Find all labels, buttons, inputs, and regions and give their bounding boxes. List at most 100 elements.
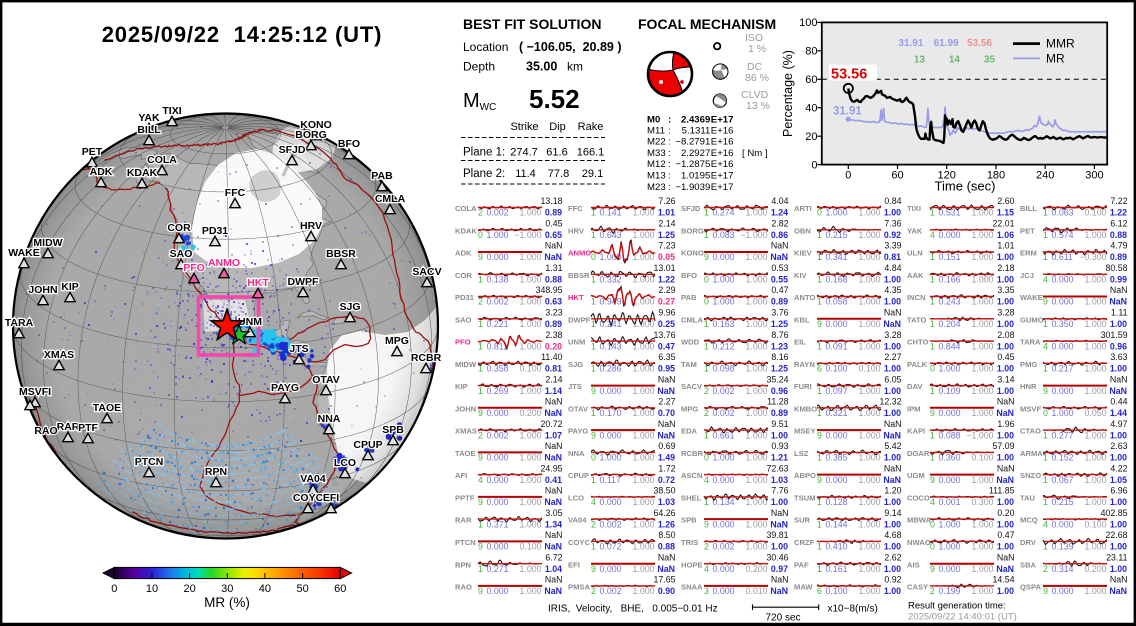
svg-text:0.000: 0.000: [826, 430, 848, 440]
svg-text:1.00: 1.00: [884, 275, 901, 285]
svg-text:23.11: 23.11: [1106, 552, 1127, 562]
svg-text:PD31: PD31: [455, 293, 475, 302]
svg-text:−1.9039: −1.9039: [675, 182, 710, 193]
svg-text:3.05: 3.05: [545, 508, 562, 518]
svg-text:1: 1: [930, 453, 935, 463]
svg-text:7.26: 7.26: [658, 196, 675, 206]
svg-text:1.000: 1.000: [745, 408, 767, 418]
svg-text:13.76: 13.76: [653, 330, 675, 340]
svg-text:0.000: 0.000: [939, 564, 961, 574]
svg-text:6.96: 6.96: [1110, 486, 1127, 496]
svg-text:MIDW: MIDW: [455, 360, 477, 369]
svg-text:NaN: NaN: [1110, 285, 1128, 295]
svg-text:61.99: 61.99: [934, 38, 959, 49]
svg-text:0.81: 0.81: [545, 364, 562, 374]
svg-text:1.000: 1.000: [713, 453, 735, 463]
svg-text:1.00: 1.00: [1110, 542, 1127, 552]
svg-text:0: 0: [930, 542, 935, 552]
svg-text:0.002: 0.002: [713, 542, 735, 552]
svg-text:166.1: 166.1: [577, 147, 605, 159]
svg-text:1.00: 1.00: [884, 364, 901, 374]
svg-text:0.002: 0.002: [600, 519, 622, 529]
svg-text:31.91: 31.91: [833, 106, 862, 118]
svg-text:2.63: 2.63: [1110, 441, 1127, 451]
svg-text:KIP: KIP: [455, 382, 468, 391]
svg-text:0.243: 0.243: [939, 297, 961, 307]
svg-text:13: 13: [914, 55, 926, 66]
svg-text:NaN: NaN: [770, 519, 788, 529]
svg-text:0.002: 0.002: [487, 297, 509, 307]
svg-text:35: 35: [984, 55, 996, 66]
svg-text:E+16: E+16: [711, 148, 734, 159]
svg-text:TIXI: TIXI: [162, 105, 181, 117]
svg-text:40: 40: [805, 103, 817, 115]
svg-text:LCO: LCO: [334, 457, 356, 469]
svg-text:ULN: ULN: [907, 249, 923, 258]
svg-text::: :: [668, 114, 671, 125]
svg-text:1.000: 1.000: [1084, 430, 1106, 440]
svg-text:1.000: 1.000: [1084, 319, 1106, 329]
svg-text:1.000: 1.000: [858, 386, 880, 396]
svg-text:29.1: 29.1: [582, 168, 603, 180]
svg-text:PET: PET: [82, 146, 103, 158]
svg-text::: :: [668, 182, 671, 193]
svg-text:10: 10: [146, 583, 158, 595]
svg-text:1: 1: [930, 430, 935, 440]
svg-text:1.20: 1.20: [884, 486, 901, 496]
svg-text:1.00: 1.00: [884, 564, 901, 574]
svg-text:0.152: 0.152: [1052, 453, 1074, 463]
svg-text:2: 2: [591, 586, 596, 596]
svg-text:1.07: 1.07: [545, 430, 562, 440]
svg-text:2: 2: [704, 386, 709, 396]
svg-text:1.000: 1.000: [971, 230, 993, 240]
svg-text:KAPI: KAPI: [907, 427, 925, 436]
svg-text:RAO: RAO: [34, 425, 57, 437]
svg-text:DWPF: DWPF: [568, 315, 591, 324]
svg-text:FFC: FFC: [225, 187, 246, 199]
svg-text:0.166: 0.166: [939, 275, 961, 285]
svg-text:9.51: 9.51: [771, 419, 788, 429]
svg-text:MR: MR: [1046, 51, 1065, 65]
svg-text:XMAS: XMAS: [455, 427, 477, 436]
svg-text:PMG: PMG: [1020, 360, 1037, 369]
svg-text:0.55: 0.55: [771, 275, 788, 285]
svg-text::: :: [668, 171, 671, 182]
svg-text:0.97: 0.97: [771, 564, 788, 574]
svg-text:1.000: 1.000: [745, 319, 767, 329]
svg-text:1.00: 1.00: [884, 341, 901, 351]
svg-text:1: 1: [591, 542, 596, 552]
svg-text:1.31: 1.31: [545, 263, 562, 273]
svg-text:0.109: 0.109: [939, 386, 961, 396]
svg-text:0.25: 0.25: [658, 319, 675, 329]
svg-text:NNA: NNA: [318, 413, 341, 425]
svg-text:1.000: 1.000: [1084, 386, 1106, 396]
svg-text:61.6: 61.6: [546, 147, 567, 159]
svg-text:1.22: 1.22: [658, 275, 675, 285]
svg-text:2.08: 2.08: [997, 330, 1014, 340]
svg-text:0.217: 0.217: [1052, 364, 1074, 374]
svg-text:CHTO: CHTO: [907, 338, 928, 347]
svg-text:9: 9: [930, 408, 935, 418]
svg-text:0.050: 0.050: [1084, 408, 1106, 418]
svg-text:0.002: 0.002: [713, 386, 735, 396]
svg-text:JOHN: JOHN: [28, 284, 57, 296]
svg-text:0.139: 0.139: [1052, 542, 1074, 552]
svg-text:1.000: 1.000: [939, 519, 961, 529]
svg-text:0.360: 0.360: [939, 453, 961, 463]
svg-text:TAOE: TAOE: [455, 449, 476, 458]
svg-text:24.95: 24.95: [540, 463, 562, 473]
svg-text:9: 9: [1043, 297, 1048, 307]
svg-text:0.000: 0.000: [487, 453, 509, 463]
svg-text:64.26: 64.26: [653, 508, 675, 518]
svg-text:SFJD: SFJD: [681, 204, 701, 213]
svg-text:20.72: 20.72: [540, 419, 562, 429]
svg-text:1.000: 1.000: [745, 475, 767, 485]
svg-text:3.28: 3.28: [997, 308, 1014, 318]
svg-text:1: 1: [817, 519, 822, 529]
svg-text:9: 9: [478, 453, 483, 463]
svg-text:1.00: 1.00: [884, 497, 901, 507]
svg-text:17.65: 17.65: [653, 575, 675, 585]
svg-text:6: 6: [817, 364, 822, 374]
svg-text:KONO: KONO: [300, 119, 332, 131]
svg-text:ANTO: ANTO: [794, 293, 815, 302]
